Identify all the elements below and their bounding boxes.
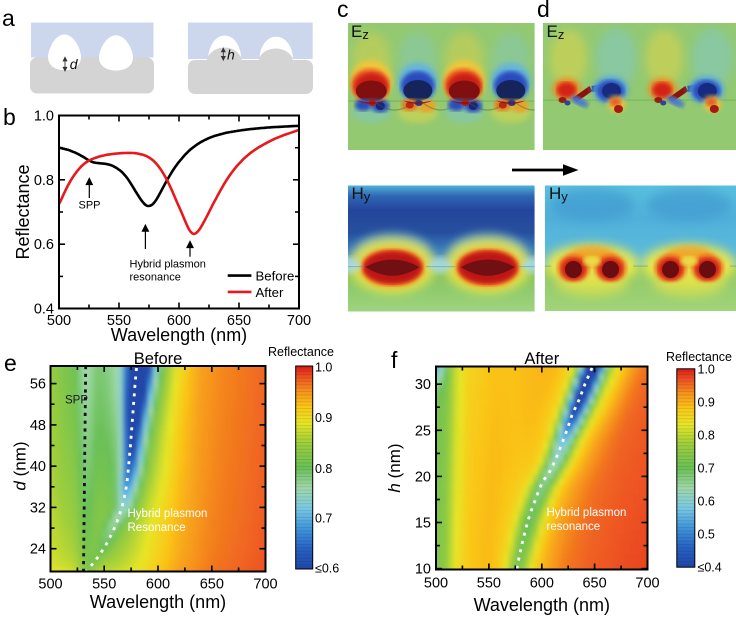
svg-text:Hybrid plasmon: Hybrid plasmon xyxy=(128,508,208,520)
svg-text:650: 650 xyxy=(582,576,606,592)
svg-text:Wavelength (nm): Wavelength (nm) xyxy=(111,325,247,345)
svg-text:Reflectance: Reflectance xyxy=(13,164,33,259)
svg-text:Reflectance: Reflectance xyxy=(268,345,334,359)
svg-text:20: 20 xyxy=(415,469,431,485)
svg-text:Hybrid plasmon: Hybrid plasmon xyxy=(130,259,206,271)
svg-text:0.9: 0.9 xyxy=(698,396,715,410)
svg-text:0.6: 0.6 xyxy=(698,495,715,509)
svg-text:1.0: 1.0 xyxy=(698,363,715,377)
svg-text:550: 550 xyxy=(477,576,501,592)
svg-text:Hy: Hy xyxy=(352,184,371,204)
svg-text:56: 56 xyxy=(30,377,46,393)
svg-text:d (nm): d (nm) xyxy=(11,441,30,490)
svg-text:After: After xyxy=(524,350,559,368)
svg-text:Ez: Ez xyxy=(351,22,369,42)
svg-text:resonance: resonance xyxy=(130,272,181,284)
svg-text:SPP: SPP xyxy=(79,200,101,212)
svg-text:600: 600 xyxy=(530,576,554,592)
svg-text:Before: Before xyxy=(256,269,295,284)
svg-text:0.9: 0.9 xyxy=(315,411,332,425)
svg-text:Resonance: Resonance xyxy=(128,522,186,534)
svg-text:0.7: 0.7 xyxy=(315,511,332,525)
svg-text:1.0: 1.0 xyxy=(315,361,332,375)
svg-text:600: 600 xyxy=(167,313,191,329)
svg-text:40: 40 xyxy=(30,459,46,475)
svg-text:0.8: 0.8 xyxy=(315,462,332,476)
svg-text:32: 32 xyxy=(30,500,46,516)
svg-text:resonance: resonance xyxy=(547,521,601,533)
svg-text:48: 48 xyxy=(30,418,46,434)
svg-text:0.8: 0.8 xyxy=(698,429,715,443)
svg-text:650: 650 xyxy=(227,313,251,329)
svg-text:0.6: 0.6 xyxy=(34,237,54,253)
svg-text:f: f xyxy=(391,347,398,373)
svg-text:c: c xyxy=(337,0,349,22)
svg-text:24: 24 xyxy=(30,542,46,558)
svg-text:Before: Before xyxy=(134,350,183,368)
svg-text:≤0.4: ≤0.4 xyxy=(698,561,722,575)
svg-text:≤0.6: ≤0.6 xyxy=(315,562,339,576)
svg-text:500: 500 xyxy=(38,577,62,593)
svg-text:700: 700 xyxy=(635,576,659,592)
svg-text:Hybrid plasmon: Hybrid plasmon xyxy=(547,507,627,519)
svg-text:700: 700 xyxy=(253,577,277,593)
svg-text:25: 25 xyxy=(415,423,431,439)
svg-text:h: h xyxy=(227,47,235,63)
svg-text:550: 550 xyxy=(107,313,131,329)
svg-text:0.5: 0.5 xyxy=(698,528,715,542)
svg-text:30: 30 xyxy=(415,377,431,393)
svg-text:Wavelength (nm): Wavelength (nm) xyxy=(474,595,610,615)
svg-text:600: 600 xyxy=(146,577,170,593)
svg-text:Ez: Ez xyxy=(547,22,565,42)
svg-text:0.7: 0.7 xyxy=(698,462,715,476)
svg-text:650: 650 xyxy=(200,577,224,593)
svg-text:b: b xyxy=(3,104,16,130)
svg-text:500: 500 xyxy=(47,313,71,329)
svg-text:550: 550 xyxy=(92,577,116,593)
svg-text:a: a xyxy=(2,5,15,31)
svg-text:SPP: SPP xyxy=(65,395,88,407)
svg-text:15: 15 xyxy=(415,516,431,532)
svg-text:e: e xyxy=(4,350,17,376)
svg-text:Hy: Hy xyxy=(549,184,568,204)
svg-text:Wavelength (nm): Wavelength (nm) xyxy=(90,592,226,612)
svg-text:d: d xyxy=(70,56,79,72)
svg-text:700: 700 xyxy=(287,313,311,329)
svg-text:d: d xyxy=(537,0,550,22)
svg-text:0.8: 0.8 xyxy=(34,173,54,189)
svg-text:10: 10 xyxy=(415,562,431,578)
svg-text:500: 500 xyxy=(424,576,448,592)
svg-text:Reflectance: Reflectance xyxy=(666,350,732,364)
svg-text:h (nm): h (nm) xyxy=(385,443,404,492)
svg-text:After: After xyxy=(256,285,284,300)
svg-text:1.0: 1.0 xyxy=(34,109,54,125)
svg-text:0.4: 0.4 xyxy=(34,302,54,318)
